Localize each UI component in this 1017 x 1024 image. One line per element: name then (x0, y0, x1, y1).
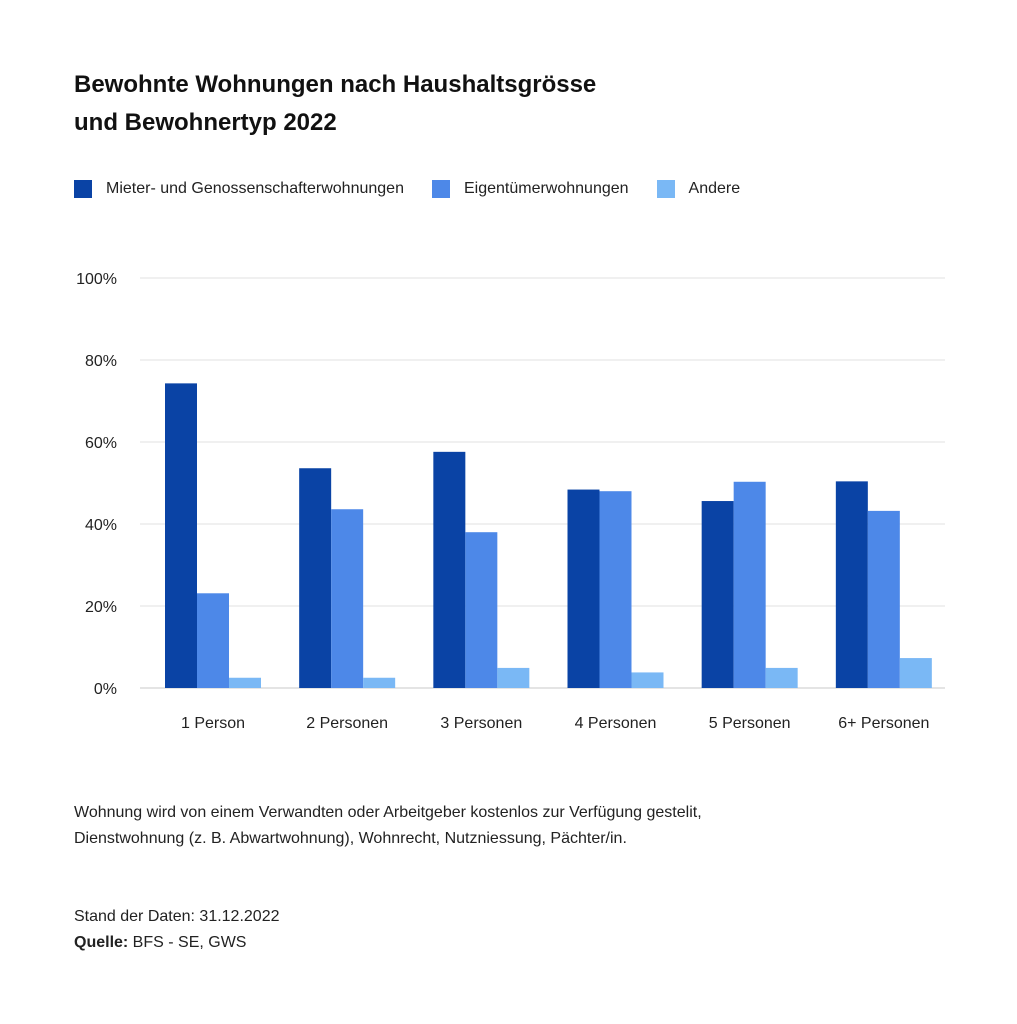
x-tick-label: 5 Personen (709, 715, 791, 732)
y-tick-label: 0% (94, 681, 117, 698)
bar (299, 468, 332, 688)
legend-label-andere: Andere (688, 180, 741, 197)
bar (733, 481, 766, 688)
x-tick-label: 6+ Personen (838, 715, 929, 732)
bar (165, 383, 197, 688)
legend-swatch-eigentuemer (431, 180, 450, 198)
bar (465, 532, 498, 688)
bar (599, 491, 632, 688)
data-date: Stand der Daten: 31.12.2022 (74, 908, 280, 925)
legend-label-eigentuemer: Eigentümerwohnungen (463, 180, 629, 197)
bar (631, 672, 664, 688)
bar (229, 677, 261, 688)
chart-legend: Mieter- und Genossenschafterwohnungen Ei… (74, 180, 768, 198)
source-value: BFS - SE, GWS (128, 934, 247, 951)
legend-swatch-mieter (74, 180, 92, 198)
bar (363, 677, 396, 688)
footnote-line-1: Wohnung wird von einem Verwandten oder A… (74, 804, 702, 821)
bar (567, 489, 600, 688)
legend-item-andere: Andere (656, 180, 741, 198)
legend-swatch-andere (656, 180, 675, 198)
legend-label-mieter: Mieter- und Genossenschafterwohnungen (106, 180, 404, 197)
chart-title-line-2: und Bewohnertyp 2022 (74, 109, 337, 136)
chart-meta: Stand der Daten: 31.12.2022 Quelle: BFS … (74, 904, 280, 956)
chart-title: Bewohnte Wohnungen nach Haushaltsgrösse … (74, 66, 774, 142)
bar (765, 667, 798, 688)
footnote: Wohnung wird von einem Verwandten oder A… (74, 800, 954, 852)
bar (497, 667, 530, 688)
bar (899, 658, 932, 688)
source-line: Quelle: BFS - SE, GWS (74, 930, 280, 956)
x-tick-label: 4 Personen (575, 715, 657, 732)
y-tick-label: 80% (85, 353, 117, 370)
bar (433, 451, 466, 688)
y-tick-label: 20% (85, 599, 117, 616)
bar (867, 510, 900, 688)
x-tick-label: 2 Personen (306, 715, 388, 732)
bar (197, 593, 229, 688)
y-tick-label: 100% (76, 271, 117, 288)
legend-item-eigentuemer: Eigentümerwohnungen (431, 180, 629, 198)
x-tick-label: 3 Personen (440, 715, 522, 732)
y-tick-label: 60% (85, 435, 117, 452)
bar (835, 481, 868, 688)
bar (331, 509, 364, 688)
chart-title-line-1: Bewohnte Wohnungen nach Haushaltsgrösse (74, 71, 597, 98)
x-tick-label: 1 Person (181, 715, 245, 732)
bar (701, 501, 734, 688)
bar-chart: 0% 20% 40% 60% 80% 100% 1 Person 2 Personen 3 Pe… (76, 271, 945, 732)
footnote-line-2: Dienstwohnung (z. B. Abwartwohnung), Woh… (74, 830, 627, 847)
legend-item-mieter: Mieter- und Genossenschafterwohnungen (74, 180, 404, 198)
source-label: Quelle: (74, 934, 129, 951)
y-tick-label: 40% (85, 517, 117, 534)
